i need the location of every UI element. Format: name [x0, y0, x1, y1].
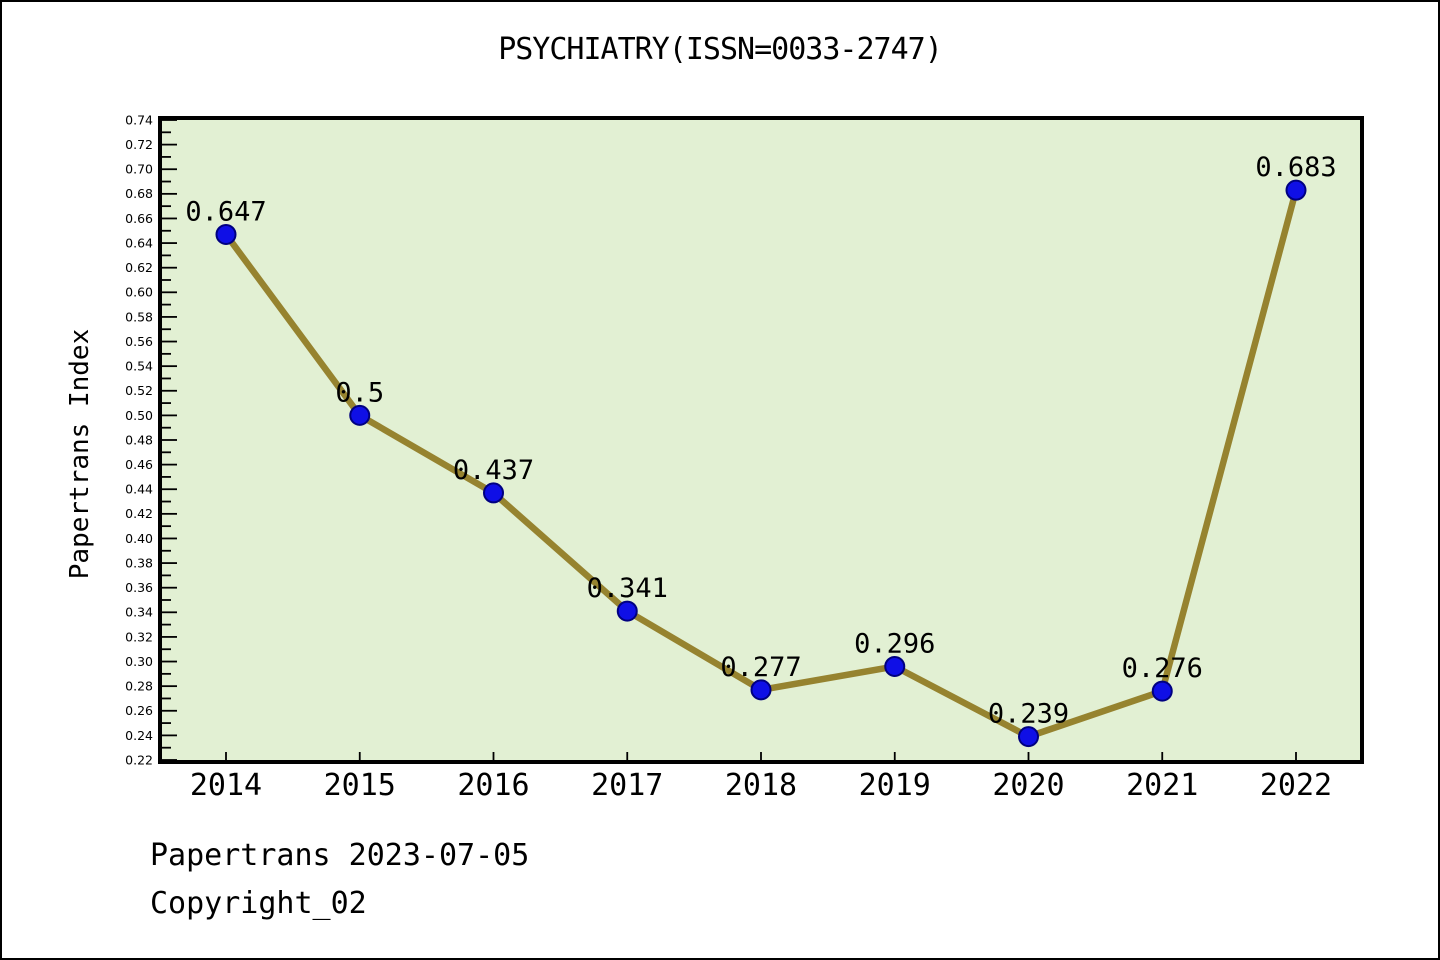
- y-tick-label: 0.28: [125, 679, 153, 694]
- y-tick-label: 0.42: [125, 506, 153, 521]
- y-tick-label: 0.22: [125, 752, 153, 767]
- y-tick-label: 0.50: [125, 408, 153, 423]
- y-tick-label: 0.30: [125, 654, 153, 669]
- plot-area: [158, 116, 1364, 764]
- data-point-marker: [349, 404, 371, 426]
- y-tick-label: 0.36: [125, 580, 153, 595]
- y-tick-label: 0.44: [125, 482, 153, 497]
- data-point-marker: [750, 679, 772, 701]
- data-point-marker: [1018, 726, 1039, 748]
- data-point-label: 0.239: [988, 699, 1069, 730]
- y-tick-label: 0.68: [125, 186, 153, 201]
- data-point-label: 0.647: [185, 196, 266, 227]
- y-tick-label: 0.38: [125, 555, 153, 570]
- y-tick-label: 0.70: [125, 162, 153, 177]
- x-tick-label: 2016: [457, 768, 529, 803]
- y-tick-label: 0.54: [125, 359, 153, 374]
- x-tick-label: 2022: [1260, 768, 1332, 803]
- x-tick-label: 2015: [324, 768, 396, 803]
- x-tick-label: 2014: [190, 768, 262, 803]
- y-tick-label: 0.74: [125, 112, 153, 127]
- y-tick-label: 0.66: [125, 211, 153, 226]
- y-tick-label: 0.52: [125, 383, 153, 398]
- y-tick-label: 0.58: [125, 309, 153, 324]
- y-tick-label: 0.64: [125, 235, 153, 250]
- y-tick-label: 0.60: [125, 285, 153, 300]
- data-point-label: 0.296: [854, 628, 935, 659]
- y-tick-label: 0.56: [125, 334, 153, 349]
- data-point-label: 0.437: [453, 455, 534, 486]
- data-point-label: 0.277: [720, 652, 801, 683]
- y-tick-label: 0.62: [125, 260, 153, 275]
- data-point-label: 0.683: [1255, 152, 1336, 183]
- data-point-marker: [616, 600, 638, 622]
- y-tick-label: 0.72: [125, 137, 153, 152]
- data-point-marker: [884, 655, 906, 677]
- data-point-marker: [1151, 680, 1173, 702]
- y-tick-label: 0.32: [125, 629, 153, 644]
- chart-title: PSYCHIATRY(ISSN=0033-2747): [498, 32, 943, 67]
- y-tick-label: 0.34: [125, 605, 153, 620]
- footer-copyright: Copyright_02: [150, 886, 367, 921]
- y-tick-label: 0.26: [125, 703, 153, 718]
- y-tick-label: 0.46: [125, 457, 153, 472]
- x-tick-label: 2019: [859, 768, 931, 803]
- data-point-label: 0.276: [1122, 653, 1203, 684]
- data-point-marker: [1285, 179, 1307, 201]
- footer-date: Papertrans 2023-07-05: [150, 838, 530, 873]
- data-point-label: 0.341: [587, 573, 668, 604]
- y-tick-label: 0.40: [125, 531, 153, 546]
- x-tick-label: 2020: [992, 768, 1064, 803]
- x-tick-label: 2021: [1126, 768, 1198, 803]
- x-tick-label: 2017: [591, 768, 663, 803]
- y-tick-label: 0.24: [125, 728, 153, 743]
- x-tick-label: 2018: [725, 768, 797, 803]
- data-point-label: 0.5: [335, 377, 384, 408]
- y-tick-label: 0.48: [125, 432, 153, 447]
- data-point-marker: [483, 482, 504, 504]
- data-point-marker: [215, 223, 237, 245]
